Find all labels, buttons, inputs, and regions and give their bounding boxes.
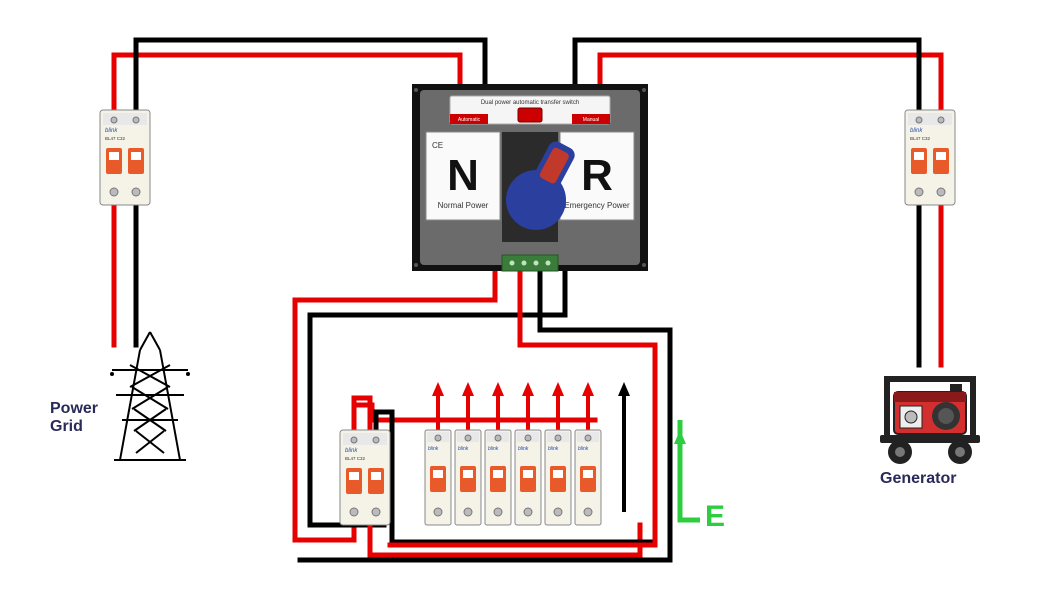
svg-text:blink: blink bbox=[105, 128, 118, 134]
earth-symbol bbox=[674, 420, 700, 520]
svg-text:CE: CE bbox=[432, 141, 443, 150]
svg-text:Dual power automatic transfer: Dual power automatic transfer switch bbox=[481, 100, 579, 106]
svg-text:BL47 C32: BL47 C32 bbox=[910, 136, 931, 141]
generator-label: Generator bbox=[880, 470, 956, 488]
power-grid-label: Power Grid bbox=[50, 400, 110, 436]
svg-text:blink: blink bbox=[428, 446, 439, 452]
right-breaker: blink BL47 C32 bbox=[905, 110, 955, 205]
svg-text:R: R bbox=[581, 151, 613, 200]
transfer-switch: Dual power automatic transfer switch Auto… bbox=[412, 84, 648, 271]
svg-text:Emergency Power: Emergency Power bbox=[564, 201, 630, 210]
svg-text:Automatic: Automatic bbox=[458, 117, 481, 123]
bottom-breaker-array: blink blink blink blink blink blink bbox=[425, 430, 601, 525]
svg-text:blink: blink bbox=[578, 446, 589, 452]
bottom-main-breaker: blink BL47 C32 bbox=[340, 430, 390, 525]
svg-text:Manual: Manual bbox=[583, 117, 599, 123]
svg-text:blink: blink bbox=[518, 446, 529, 452]
wiring-diagram: blink BL47 C32 blink BL47 C32 Dual power a… bbox=[0, 0, 1059, 592]
svg-text:blink: blink bbox=[458, 446, 469, 452]
left-breaker: blink BL47 C32 bbox=[100, 110, 150, 205]
svg-text:blink: blink bbox=[488, 446, 499, 452]
svg-text:blink: blink bbox=[910, 128, 923, 134]
diagram-svg: blink BL47 C32 blink BL47 C32 Dual power a… bbox=[0, 0, 1059, 592]
svg-text:Normal Power: Normal Power bbox=[438, 201, 489, 210]
svg-text:blink: blink bbox=[548, 446, 559, 452]
power-tower-icon bbox=[110, 332, 190, 460]
generator-icon bbox=[880, 376, 980, 464]
svg-text:N: N bbox=[447, 151, 479, 200]
svg-text:BL47 C32: BL47 C32 bbox=[105, 136, 126, 141]
svg-text:BL47 C32: BL47 C32 bbox=[345, 456, 366, 461]
svg-text:blink: blink bbox=[345, 448, 358, 454]
earth-label: E bbox=[705, 500, 725, 534]
